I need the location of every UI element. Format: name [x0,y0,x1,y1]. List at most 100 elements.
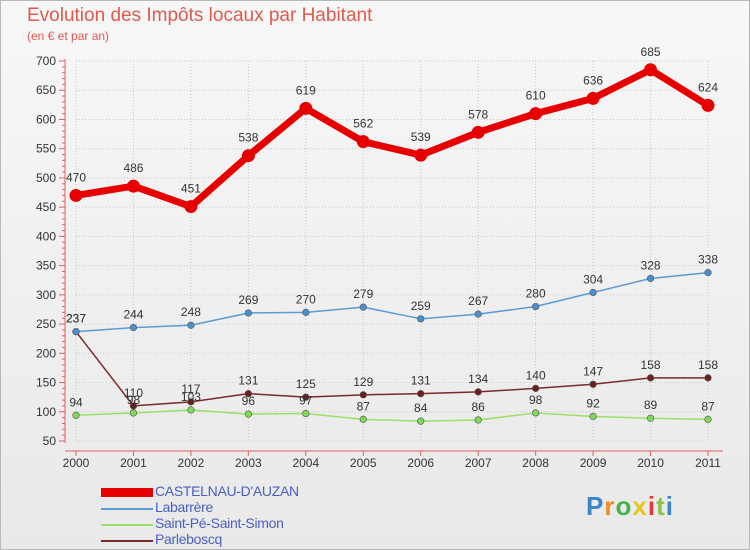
data-point-3 [646,374,655,382]
data-label-0: 451 [181,182,201,196]
data-point-2 [589,412,597,421]
legend-label-parleboscq: Parleboscq [155,531,223,547]
data-label-3: 117 [181,382,200,396]
data-point-0 [241,149,255,163]
y-tick-label: 450 [36,200,56,214]
x-tick-label: 2000 [63,456,90,470]
data-point-0 [586,91,600,105]
data-label-0: 562 [353,117,373,131]
data-label-0: 538 [238,131,258,145]
data-label-0: 610 [526,89,546,103]
data-label-3: 158 [641,358,661,372]
data-point-1 [417,315,425,323]
legend-swatch-labarrere [101,508,153,510]
data-point-2 [302,409,310,418]
logo-letter: P [586,491,605,521]
data-point-2 [704,415,712,423]
y-tick-label: 650 [36,83,56,97]
data-point-0 [529,107,543,121]
data-point-1 [359,303,367,311]
data-label-2: 98 [529,393,543,407]
data-point-0 [471,125,485,139]
logo-letter: i [647,491,657,521]
data-label-2: 87 [701,399,715,413]
y-tick-label: 200 [36,346,56,360]
data-label-0: 578 [468,107,488,121]
x-tick-label: 2009 [580,456,607,470]
legend-swatch-parleboscq [101,540,153,542]
data-label-0: 624 [698,80,718,94]
data-label-3: 131 [238,374,258,388]
data-point-2 [72,411,80,419]
data-point-1 [129,323,138,332]
data-label-3: 131 [411,374,431,388]
x-tick-label: 2008 [522,456,549,470]
data-point-0 [184,200,198,214]
legend-label-castelnau: CASTELNAU-D'AUZAN [155,483,299,499]
data-point-1 [244,309,252,317]
data-label-2: 96 [242,394,256,408]
series-line-0 [72,66,712,211]
data-point-1 [474,310,482,318]
data-point-3 [474,388,482,396]
data-label-1: 280 [526,287,546,301]
x-tick-label: 2007 [465,456,492,470]
data-point-3 [187,398,195,406]
x-tick-label: 2006 [407,456,434,470]
data-point-1 [704,269,712,277]
data-point-0 [644,63,658,77]
data-point-3 [302,393,310,401]
logo-letter: r [604,491,616,521]
data-label-2: 89 [644,398,658,412]
x-tick-label: 2004 [292,456,319,470]
legend-swatch-saint-pe [101,524,153,526]
data-point-3 [417,390,425,398]
series-line-1 [75,271,709,333]
y-tick-label: 500 [36,171,56,185]
y-tick-label: 100 [36,405,56,419]
y-tick-label: 600 [36,112,56,126]
data-label-3: 158 [698,358,718,372]
logo-letter: t [656,491,666,521]
data-point-1 [302,308,310,316]
data-point-1 [532,302,540,311]
data-label-1: 338 [698,253,718,267]
data-label-0: 636 [583,73,603,87]
y-tick-label: 150 [36,376,56,390]
data-label-3: 129 [353,375,373,389]
data-label-2: 84 [414,401,428,415]
data-point-2 [417,417,425,425]
data-label-1: 248 [181,305,201,319]
x-tick-label: 2001 [120,456,147,470]
y-tick-label: 400 [36,229,56,243]
data-point-3 [244,390,252,398]
data-point-2 [244,410,252,418]
data-point-3 [129,402,138,410]
data-label-2: 87 [357,399,371,413]
proxiti-logo: Proxiti [586,491,674,522]
legend-swatch-castelnau [101,488,153,497]
data-point-0 [701,98,715,112]
chart-subtitle: (en € et par an) [27,29,110,43]
data-point-3 [589,380,597,388]
data-point-1 [646,274,655,283]
data-label-1: 259 [411,299,431,313]
data-label-3: 237 [66,312,86,326]
data-label-1: 267 [468,294,488,308]
data-label-1: 270 [296,292,316,306]
data-point-3 [359,391,367,399]
logo-letter: x [632,491,648,521]
data-label-1: 279 [353,287,373,301]
data-label-3: 125 [296,377,316,391]
y-tick-label: 300 [36,288,56,302]
data-point-0 [69,188,83,202]
data-label-0: 539 [411,130,431,144]
data-point-2 [187,406,195,414]
data-label-0: 470 [66,170,86,184]
data-label-3: 147 [583,364,603,378]
data-point-0 [299,101,313,115]
x-tick-label: 2003 [235,456,262,470]
data-point-0 [126,179,140,193]
x-tick-label: 2011 [695,456,721,470]
y-tick-label: 250 [36,317,56,331]
